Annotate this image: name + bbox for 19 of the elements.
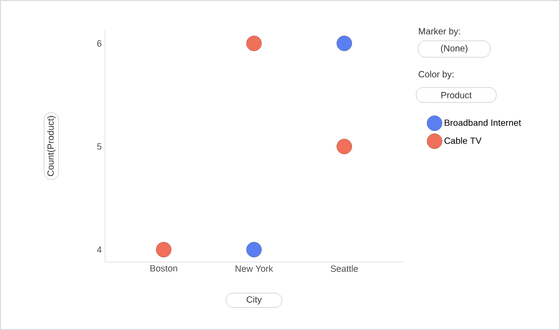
x-axis-title: City <box>246 296 262 304</box>
point <box>246 242 262 258</box>
point <box>156 242 172 258</box>
text: Color by: <box>418 70 454 80</box>
y-axis-title: Count(Product) <box>47 116 56 176</box>
legend-label: Broadband Internet <box>444 119 522 126</box>
point <box>246 36 262 52</box>
x-tick-label: Seattle <box>330 265 358 272</box>
x-tick-label: Boston <box>150 265 178 272</box>
text: (None) <box>441 44 468 54</box>
x-tick-label: New York <box>236 265 274 272</box>
text: Marker by: <box>418 28 460 36</box>
point <box>336 138 352 154</box>
y-tick-label: 6 <box>97 40 102 47</box>
text: Product <box>441 92 472 98</box>
y-tick-label: 5 <box>97 143 102 150</box>
point <box>336 36 352 52</box>
y-tick-label: 4 <box>97 246 102 253</box>
legend-label: Cable TV <box>444 137 482 144</box>
